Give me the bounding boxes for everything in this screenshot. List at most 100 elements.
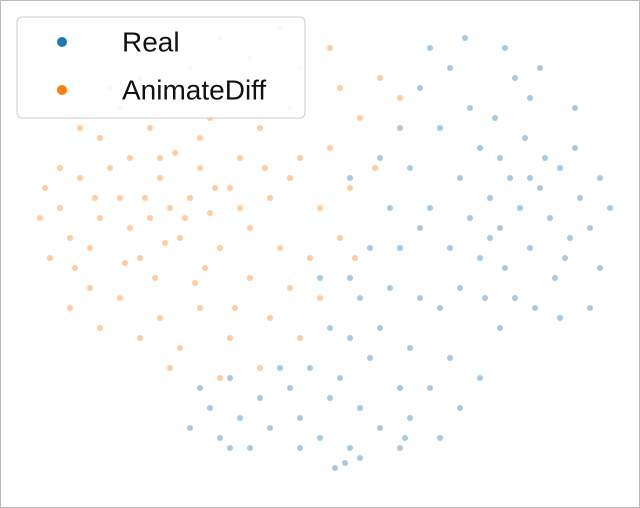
point xyxy=(427,205,433,211)
point xyxy=(487,235,493,241)
point xyxy=(212,185,218,191)
point xyxy=(327,395,333,401)
point xyxy=(57,165,63,171)
point xyxy=(127,225,133,231)
point xyxy=(152,275,158,281)
point xyxy=(402,435,408,441)
point xyxy=(597,265,603,271)
point xyxy=(37,215,43,221)
point xyxy=(527,245,533,251)
point xyxy=(267,425,273,431)
point xyxy=(142,195,148,201)
point xyxy=(557,315,563,321)
point xyxy=(482,295,488,301)
point xyxy=(287,285,293,291)
point xyxy=(607,205,613,211)
point xyxy=(342,460,348,466)
legend-box xyxy=(16,16,306,119)
point xyxy=(477,255,483,261)
point xyxy=(347,275,353,281)
point xyxy=(502,265,508,271)
point xyxy=(542,155,548,161)
point xyxy=(597,175,603,181)
points xyxy=(37,25,613,471)
point xyxy=(587,305,593,311)
point xyxy=(567,235,573,241)
point xyxy=(357,455,363,461)
point xyxy=(347,185,353,191)
point xyxy=(397,385,403,391)
point xyxy=(337,235,343,241)
point xyxy=(167,205,173,211)
point xyxy=(237,155,243,161)
point xyxy=(187,195,193,201)
legend-marker xyxy=(57,85,67,95)
point xyxy=(457,175,463,181)
point xyxy=(187,425,193,431)
point xyxy=(547,215,553,221)
point xyxy=(262,165,268,171)
point xyxy=(337,375,343,381)
point xyxy=(497,225,503,231)
point xyxy=(427,45,433,51)
point xyxy=(122,260,128,266)
point xyxy=(257,395,263,401)
point xyxy=(317,435,323,441)
point xyxy=(257,365,263,371)
point xyxy=(497,155,503,161)
point xyxy=(137,335,143,341)
point xyxy=(172,150,178,156)
legend-label: Real xyxy=(122,26,180,57)
point xyxy=(387,285,393,291)
point xyxy=(297,415,303,421)
point xyxy=(307,365,313,371)
point xyxy=(387,205,393,211)
point xyxy=(517,205,523,211)
point xyxy=(97,135,103,141)
point xyxy=(77,175,83,181)
point xyxy=(237,415,243,421)
point xyxy=(167,365,173,371)
legend-marker xyxy=(57,37,67,47)
point xyxy=(197,385,203,391)
point xyxy=(297,155,303,161)
point xyxy=(347,335,353,341)
point xyxy=(117,295,123,301)
point xyxy=(347,445,353,451)
point xyxy=(67,235,73,241)
point xyxy=(537,185,543,191)
point xyxy=(197,165,203,171)
point xyxy=(367,355,373,361)
point xyxy=(197,305,203,311)
point xyxy=(417,225,423,231)
point xyxy=(377,155,383,161)
point xyxy=(327,45,333,51)
point xyxy=(572,105,578,111)
point xyxy=(227,185,233,191)
point xyxy=(232,305,238,311)
point xyxy=(237,205,243,211)
point xyxy=(477,145,483,151)
point xyxy=(177,345,183,351)
point xyxy=(192,280,198,286)
point xyxy=(512,75,518,81)
point xyxy=(317,205,323,211)
legend-label: AnimateDiff xyxy=(122,74,266,105)
point xyxy=(87,245,93,251)
point xyxy=(287,175,293,181)
point xyxy=(157,175,163,181)
point xyxy=(207,405,213,411)
point xyxy=(437,435,443,441)
point xyxy=(492,115,498,121)
point xyxy=(397,445,403,451)
point xyxy=(227,335,233,341)
point xyxy=(247,225,253,231)
point xyxy=(327,325,333,331)
point xyxy=(207,210,213,216)
point xyxy=(157,155,163,161)
point xyxy=(297,335,303,341)
point xyxy=(137,255,143,261)
point xyxy=(497,325,503,331)
point xyxy=(202,265,208,271)
